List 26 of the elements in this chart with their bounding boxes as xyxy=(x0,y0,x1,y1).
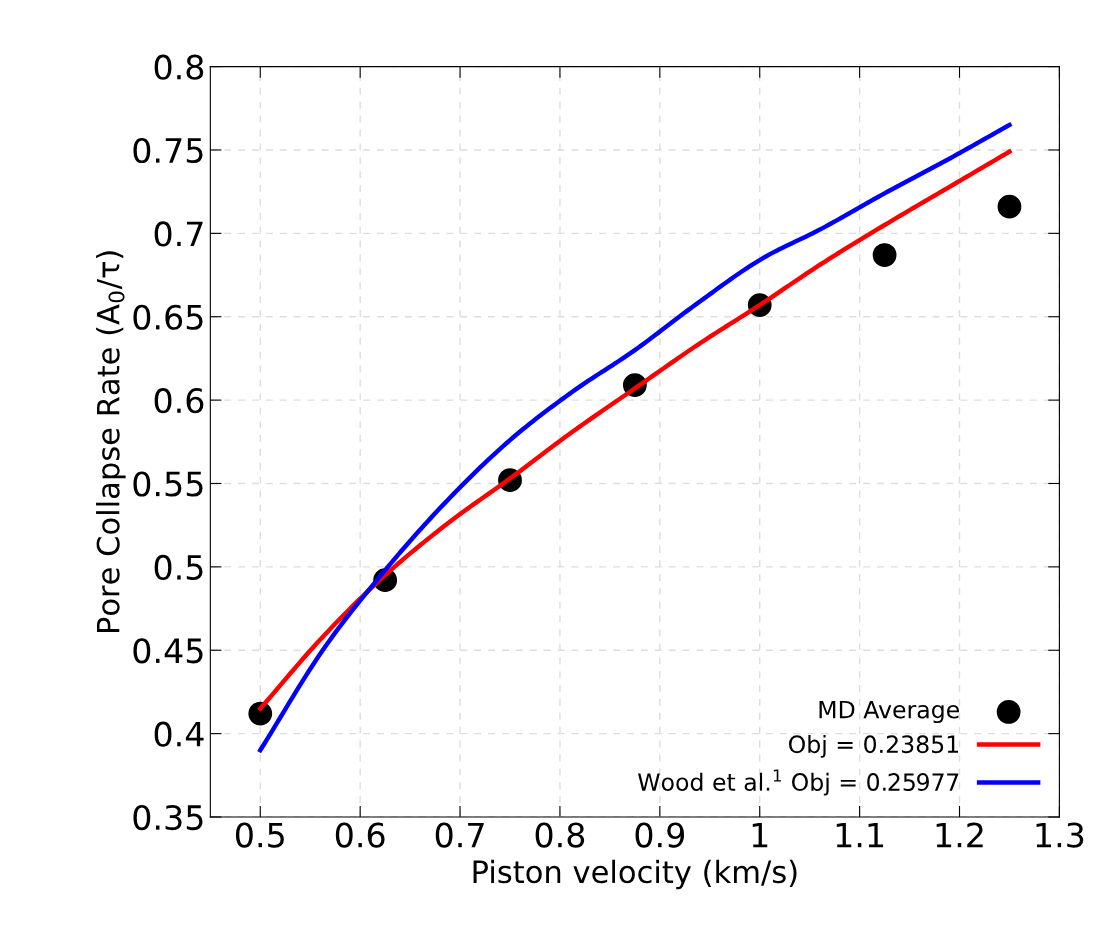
x-tick-label: 0.9 xyxy=(635,822,684,848)
x-axis-title: Piston velocity (km/s) xyxy=(473,859,797,890)
y-tick-label: 0.65 xyxy=(133,304,203,330)
y-tick-label: 0.45 xyxy=(133,638,203,664)
x-tick-label: 1.3 xyxy=(1036,822,1084,848)
y-tick-label: 0.7 xyxy=(154,221,203,247)
x-tick-label: 0.7 xyxy=(435,822,484,848)
legend-label: Wood et al.$^{1}$ Obj = 0.25977 xyxy=(638,769,959,796)
y-tick-label: 0.6 xyxy=(154,388,204,414)
y-tick-label: 0.55 xyxy=(133,471,203,497)
legend-label: Obj = 0.23851 xyxy=(788,734,959,758)
legend-label: MD Average xyxy=(819,700,959,724)
y-tick-label: 0.35 xyxy=(133,804,203,831)
x-tick-label: 1 xyxy=(752,822,768,848)
y-axis-title: Pore Collapse Rate (A$_{0}$/τ) xyxy=(96,251,126,633)
y-tick-label: 0.8 xyxy=(154,54,204,80)
point xyxy=(872,243,897,267)
y-tick-label: 0.4 xyxy=(154,721,204,747)
x-tick-label: 0.6 xyxy=(335,822,385,848)
point xyxy=(997,194,1022,219)
x-tick-label: 0.8 xyxy=(535,822,585,848)
y-tick-label: 0.75 xyxy=(133,137,203,164)
x-tick-label: 1.1 xyxy=(836,822,884,848)
x-tick-label: 0.5 xyxy=(235,822,284,848)
y-tick-label: 0.5 xyxy=(154,554,203,580)
x-tick-label: 1.2 xyxy=(936,822,983,848)
